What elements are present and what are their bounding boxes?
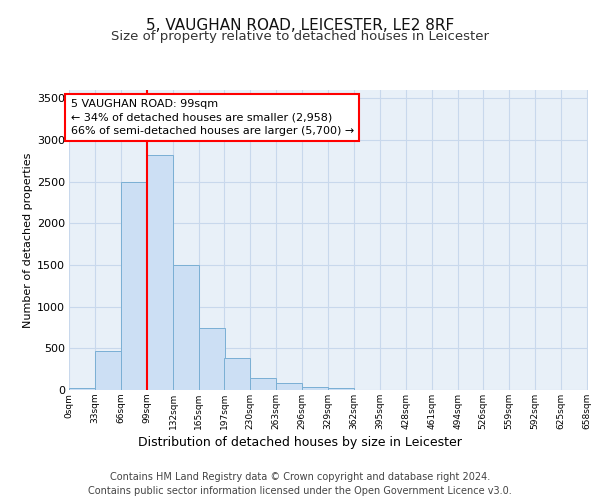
Bar (69, 388, 95, 390)
Text: 5, VAUGHAN ROAD, LEICESTER, LE2 8RF: 5, VAUGHAN ROAD, LEICESTER, LE2 8RF (146, 18, 454, 32)
Text: Size of property relative to detached houses in Leicester: Size of property relative to detached ho… (111, 30, 489, 43)
Text: Contains HM Land Registry data © Crown copyright and database right 2024.
Contai: Contains HM Land Registry data © Crown c… (88, 472, 512, 496)
Text: Distribution of detached houses by size in Leicester: Distribution of detached houses by size … (138, 436, 462, 449)
Text: 5 VAUGHAN ROAD: 99sqm
← 34% of detached houses are smaller (2,958)
66% of semi-d: 5 VAUGHAN ROAD: 99sqm ← 34% of detached … (71, 99, 354, 136)
Bar (173, 265, 199, 390)
Bar (250, 378, 276, 390)
Bar (95, 351, 121, 390)
Bar (121, 182, 147, 390)
Y-axis label: Number of detached properties: Number of detached properties (23, 152, 32, 328)
Bar (147, 155, 173, 390)
Bar (276, 384, 302, 390)
Bar (224, 358, 250, 390)
Bar (302, 386, 328, 390)
Bar (199, 328, 225, 390)
Bar (328, 388, 354, 390)
